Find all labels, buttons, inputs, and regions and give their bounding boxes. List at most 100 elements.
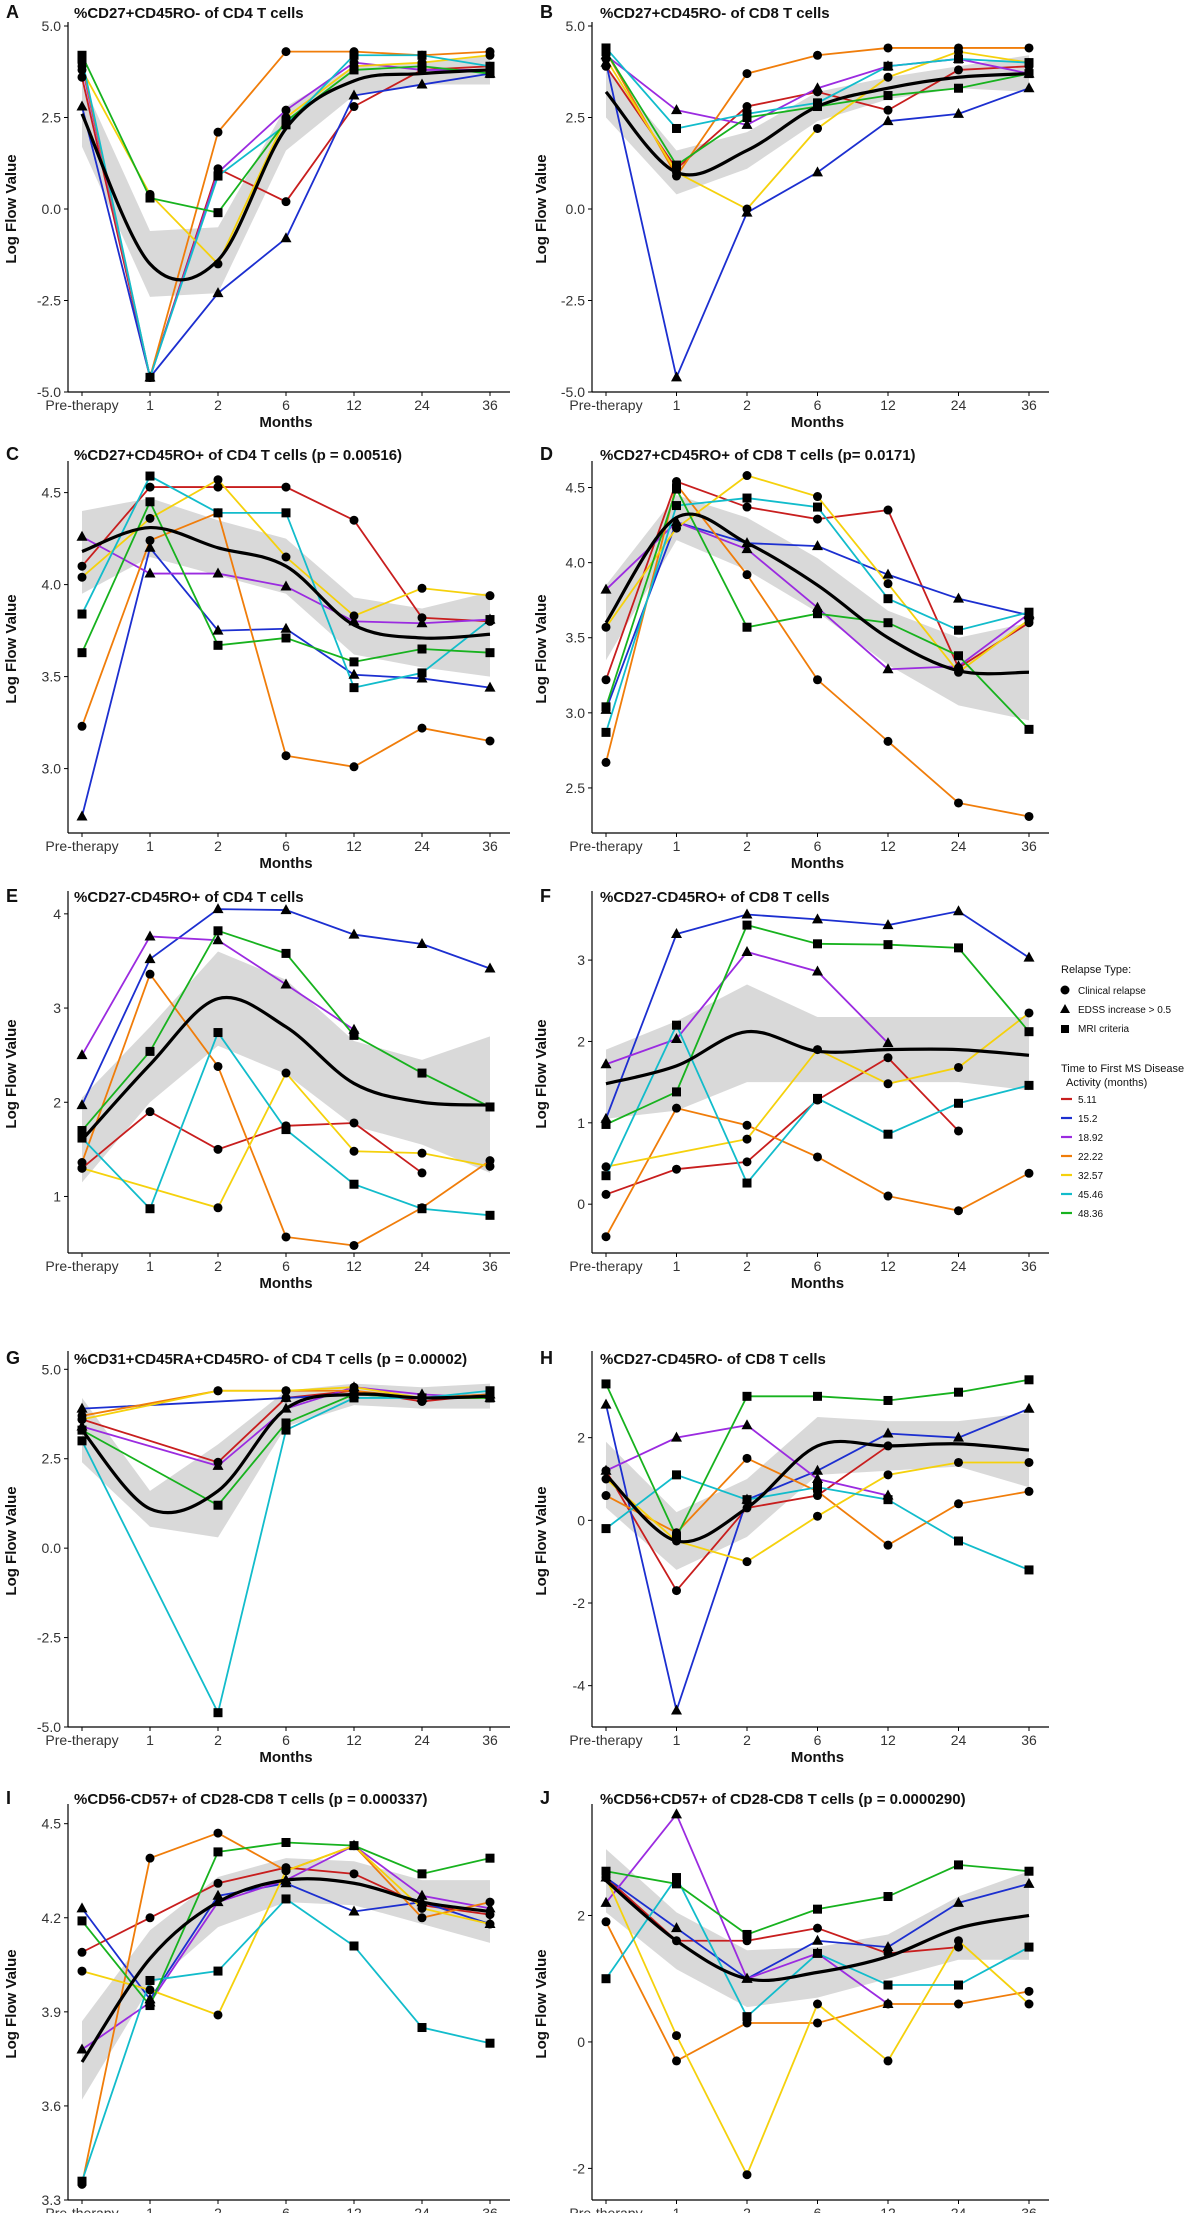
x-tick-label: 1 — [673, 397, 681, 413]
panel-title: %CD27+CD45RO- of CD4 T cells — [74, 5, 304, 22]
y-tick-label: 4.0 — [42, 577, 62, 593]
panel-g: G %CD31+CD45RA+CD45RO- of CD4 T cells (p … — [3, 1348, 510, 1766]
data-point — [349, 50, 359, 60]
y-tick-label: 4 — [53, 906, 61, 922]
series-line — [605, 1012, 1030, 1168]
data-point — [953, 1431, 964, 1442]
data-point — [813, 1948, 822, 1958]
data-point — [672, 523, 681, 533]
data-point — [76, 2043, 88, 2054]
data-point — [813, 514, 822, 524]
panel-title: %CD27+CD45RO+ of CD8 T cells (p= 0.0171) — [600, 447, 916, 464]
panel-title: %CD56+CD57+ of CD28-CD8 T cells (p = 0.0… — [600, 1791, 966, 1808]
data-point — [600, 1464, 612, 1475]
legend-item-mri-criteria: MRI criteria — [1061, 1024, 1130, 1035]
data-point — [672, 123, 681, 133]
data-point — [349, 1179, 359, 1189]
data-point — [742, 1495, 752, 1505]
data-point — [281, 47, 291, 57]
data-point — [954, 1980, 963, 1990]
data-point — [417, 1148, 427, 1158]
data-point — [213, 482, 223, 492]
y-tick-label: -2 — [573, 1595, 586, 1611]
legend-label: EDSS increase > 0.5 — [1078, 1005, 1172, 1016]
data-point — [77, 648, 87, 658]
data-point — [76, 1099, 88, 1110]
confidence-band — [82, 55, 490, 297]
data-point — [671, 928, 682, 939]
data-point — [77, 65, 87, 75]
data-point — [485, 1102, 495, 1112]
legend-square-icon — [1061, 1025, 1069, 1033]
data-point — [485, 1919, 495, 1929]
x-tick-label: 1 — [673, 2205, 681, 2213]
data-point — [76, 1049, 88, 1060]
data-point — [1024, 1168, 1034, 1178]
y-tick-label: 5.0 — [566, 18, 586, 34]
smooth-trend-line — [80, 995, 491, 1142]
panel-letter: G — [6, 1348, 20, 1368]
confidence-band — [82, 951, 490, 1183]
data-point — [601, 1119, 611, 1129]
data-point — [812, 82, 823, 93]
data-point — [741, 1972, 753, 1983]
panel-i: I %CD56-CD57+ of CD28-CD8 T cells (p = 0.… — [3, 1788, 510, 2213]
y-tick-label: -2.5 — [561, 293, 585, 309]
data-point — [1024, 1457, 1034, 1467]
data-point — [485, 69, 495, 79]
data-point — [882, 663, 894, 674]
data-point — [212, 1459, 224, 1470]
data-point — [672, 1164, 681, 1174]
x-tick-label: 2 — [743, 1258, 751, 1274]
data-point — [1024, 615, 1034, 625]
data-point — [213, 475, 223, 485]
data-point — [281, 1232, 291, 1242]
data-point — [212, 1889, 224, 1900]
data-point — [672, 501, 681, 511]
panel-h: H %CD27-CD45RO- of CD8 T cells -4 -2 0 2 Pre-t… — [533, 1348, 1049, 1766]
x-tick-label: 6 — [814, 2205, 822, 2213]
x-axis-label: Months — [259, 414, 312, 431]
data-point — [485, 1897, 495, 1907]
legend-time-item: 45.46 — [1061, 1190, 1103, 1201]
legend-time-item: 22.22 — [1061, 1152, 1103, 1163]
data-point — [349, 683, 359, 693]
data-point — [1023, 82, 1035, 93]
data-point — [953, 660, 964, 671]
data-point — [883, 61, 893, 71]
data-point — [1024, 58, 1034, 68]
data-point — [145, 1046, 155, 1056]
series-18-92 — [81, 1386, 491, 1467]
data-point — [954, 1499, 963, 1509]
data-point — [954, 651, 963, 661]
data-point — [672, 1879, 681, 1889]
data-point — [77, 1126, 87, 1136]
data-point — [349, 1389, 359, 1399]
x-tick-label: Pre-therapy — [45, 1732, 118, 1748]
x-tick-label: 6 — [814, 397, 822, 413]
x-tick-label: 36 — [482, 838, 498, 854]
data-point — [213, 1500, 223, 1510]
y-tick-label: 0.0 — [566, 201, 586, 217]
series-line — [81, 1071, 491, 1209]
data-point — [742, 1453, 752, 1463]
data-point — [1024, 1486, 1034, 1496]
data-point — [280, 580, 292, 591]
data-point — [600, 1058, 612, 1069]
x-tick-label: 6 — [814, 838, 822, 854]
data-point — [485, 1853, 495, 1863]
panel-title: %CD27+CD45RO- of CD8 T cells — [600, 5, 830, 22]
data-point — [883, 1395, 893, 1405]
data-point — [348, 615, 360, 626]
data-point — [883, 1540, 893, 1550]
data-point — [672, 1873, 681, 1883]
data-point — [77, 609, 87, 619]
panel-b: B %CD27+CD45RO- of CD8 T cells -5.0 -2.5 0.0… — [533, 2, 1049, 431]
series-5-11 — [605, 1056, 960, 1196]
data-point — [742, 1120, 752, 1130]
panel-letter: D — [540, 444, 553, 464]
data-point — [1023, 1877, 1035, 1888]
data-point — [213, 1847, 223, 1857]
data-point — [349, 1240, 359, 1250]
panel-e: E %CD27-CD45RO+ of CD4 T cells1234Pre-the… — [3, 886, 510, 1292]
